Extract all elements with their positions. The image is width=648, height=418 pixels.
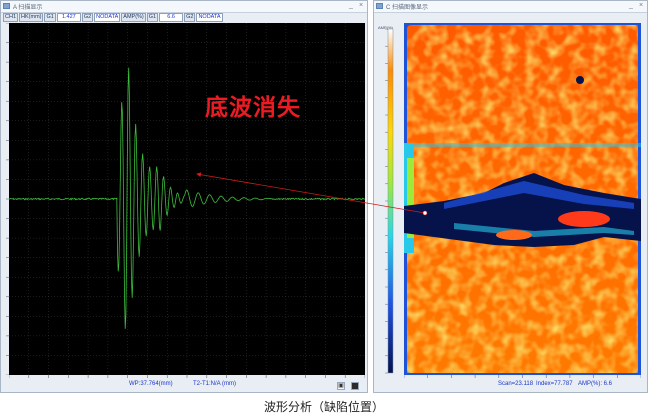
a-scan-grid (9, 23, 365, 375)
index-readout: Index=77.787 (536, 381, 573, 387)
c-scan-title: C 扫描图像显示 (386, 5, 429, 11)
a-scan-y-axis (6, 23, 9, 375)
c-scan-window: C 扫描图像显示 _ × AMP(%) (373, 0, 648, 393)
window-icon (3, 3, 10, 9)
a-scan-window: A 扫描显示 _ × CH1 HK(mm) G1 1.427 G2 NODATA… (0, 0, 368, 393)
gate2-value: NODATA (94, 13, 121, 22)
close-icon[interactable]: × (358, 2, 364, 9)
zoom-button[interactable]: ▣ (337, 382, 345, 390)
gate2b-button[interactable]: G2 (184, 13, 196, 22)
scan-readout: Scan=23.118 (498, 381, 534, 387)
a-scan-titlebar[interactable]: A 扫描显示 _ × (1, 1, 367, 13)
amplitude-colorbar (385, 28, 394, 374)
gate1b-value: 6.6 (159, 13, 184, 22)
amp-readout: AMP(%): 6.6 (578, 381, 613, 387)
a-scan-toolbar: CH1 HK(mm) G1 1.427 G2 NODATA AMP(%) G1 … (3, 13, 223, 22)
a-scan-plot[interactable] (9, 23, 365, 375)
gate1b-button[interactable]: G1 (146, 13, 159, 22)
gate2-button[interactable]: G2 (81, 13, 94, 22)
window-icon (376, 3, 383, 9)
c-scan-x-axis (404, 375, 641, 378)
minimize-icon[interactable]: _ (629, 2, 633, 9)
c-scan-titlebar[interactable]: C 扫描图像显示 _ × (374, 1, 647, 13)
channel-button[interactable]: CH1 (3, 13, 19, 22)
wp-readout: WP:37.764(mm) (129, 381, 173, 387)
a-scan-status: WP:37.764(mm) T2-T1:N/A (mm) ▣ (1, 381, 369, 393)
a-scan-x-axis (9, 375, 365, 378)
figure-caption: 波形分析（缺陷位置） (263, 400, 384, 414)
gate1-value: 1.427 (56, 13, 81, 22)
bottom-echo-lost-annotation: 底波消失 (205, 95, 301, 121)
amp-button[interactable]: AMP(%) (121, 13, 146, 22)
a-scan-title: A 扫描显示 (13, 5, 43, 11)
colorbar-title: AMP(%) (378, 25, 393, 30)
t2t1-readout: T2-T1:N/A (mm) (193, 381, 236, 387)
gate1-button[interactable]: G1 (44, 13, 56, 22)
close-icon[interactable]: × (638, 2, 644, 9)
unit-button[interactable]: HK(mm) (19, 13, 44, 22)
c-scan-status: Scan=23.118 Index=77.787 AMP(%): 6.6 (374, 381, 648, 393)
gate2b-value: NODATA (196, 13, 223, 22)
stop-button[interactable] (351, 382, 359, 390)
a-scan-waveform (9, 67, 365, 329)
minimize-icon[interactable]: _ (349, 2, 353, 9)
c-scan-image[interactable] (404, 23, 641, 375)
